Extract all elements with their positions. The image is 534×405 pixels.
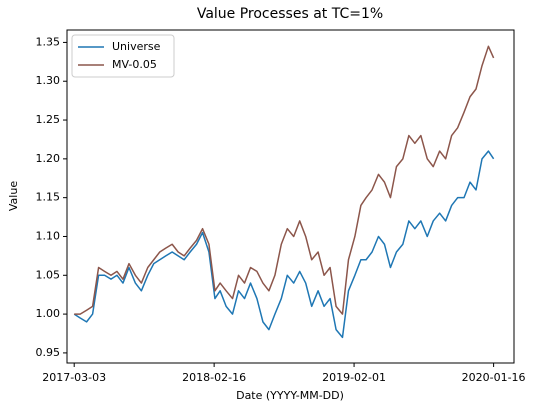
series-line	[74, 45, 495, 315]
legend: Universe MV-0.05	[71, 34, 175, 78]
y-tick-label: 1.15	[36, 191, 61, 204]
plot-frame	[66, 29, 515, 364]
y-tick-label: 1.35	[36, 35, 61, 48]
x-tick-label: 2019-02-01	[322, 371, 386, 384]
legend-frame	[71, 34, 175, 78]
legend-label: MV-0.05	[112, 58, 157, 71]
legend-label: Universe	[112, 40, 161, 53]
x-tick-label: 2020-01-16	[462, 371, 526, 384]
x-axis-label: Date (YYYY-MM-DD)	[236, 389, 344, 402]
series-line	[73, 150, 495, 339]
y-axis-label: Value	[7, 181, 20, 211]
y-tick-label: 1.10	[36, 229, 61, 242]
y-tick-label: 1.00	[36, 307, 61, 320]
x-tick-label: 2018-02-16	[182, 371, 246, 384]
y-tick-label: 0.95	[36, 346, 61, 359]
chart-title: Value Processes at TC=1%	[197, 6, 383, 22]
x-tick-label: 2017-03-03	[42, 371, 106, 384]
y-tick-label: 1.25	[36, 113, 61, 126]
y-tick-label: 1.30	[36, 74, 61, 87]
y-tick-label: 1.05	[36, 268, 61, 281]
y-tick-label: 1.20	[36, 152, 61, 165]
